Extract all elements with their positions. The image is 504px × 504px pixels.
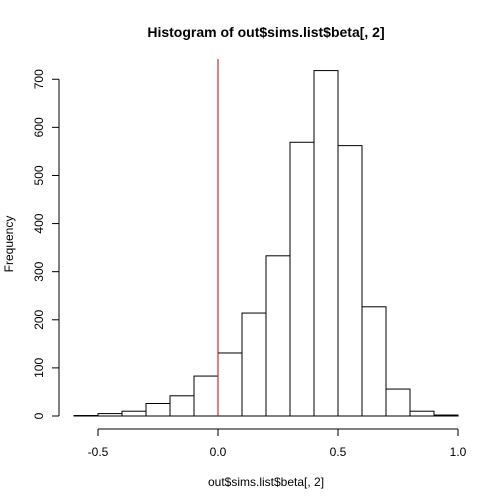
y-tick-label-3: 300	[32, 261, 46, 281]
y-axis-label: Frequency	[2, 216, 16, 273]
histogram-bar-1	[97, 413, 123, 417]
x-tick-label-0: -0.5	[88, 445, 109, 459]
x-axis-label: out$sims.list$beta[, 2]	[208, 475, 324, 489]
histogram-bar-7	[241, 312, 267, 417]
y-tick-label-2: 200	[32, 309, 46, 329]
histogram-bar-11	[337, 145, 363, 417]
bars-group	[73, 70, 459, 417]
y-tick-label-7: 700	[32, 69, 46, 89]
y-tick-label-1: 100	[32, 358, 46, 378]
histogram-bar-3	[145, 402, 171, 417]
histogram-bar-8	[265, 255, 291, 417]
y-tick-label-5: 500	[32, 165, 46, 185]
y-axis: 0 100 200 300 400 500 600 700	[32, 69, 60, 419]
y-tick-label-6: 600	[32, 117, 46, 137]
histogram-bar-5	[193, 375, 219, 417]
chart-title: Histogram of out$sims.list$beta[, 2]	[147, 24, 384, 40]
x-tick-label-3: 1.0	[450, 445, 467, 459]
histogram-bar-4	[169, 395, 195, 417]
x-tick-label-2: 0.5	[330, 445, 347, 459]
histogram-bar-6	[217, 352, 243, 417]
histogram-bar-2	[121, 410, 147, 417]
histogram-bar-12	[361, 306, 387, 417]
x-axis: -0.5 0.0 0.5 1.0	[88, 428, 467, 459]
histogram-bar-13	[385, 388, 411, 417]
histogram-bar-9	[289, 141, 315, 417]
x-tick-label-1: 0.0	[210, 445, 227, 459]
y-tick-label-4: 400	[32, 213, 46, 233]
histogram-bar-10	[313, 70, 339, 417]
y-tick-label-0: 0	[32, 412, 46, 419]
histogram-bar-15	[433, 414, 459, 417]
histogram-bar-14	[409, 410, 435, 417]
